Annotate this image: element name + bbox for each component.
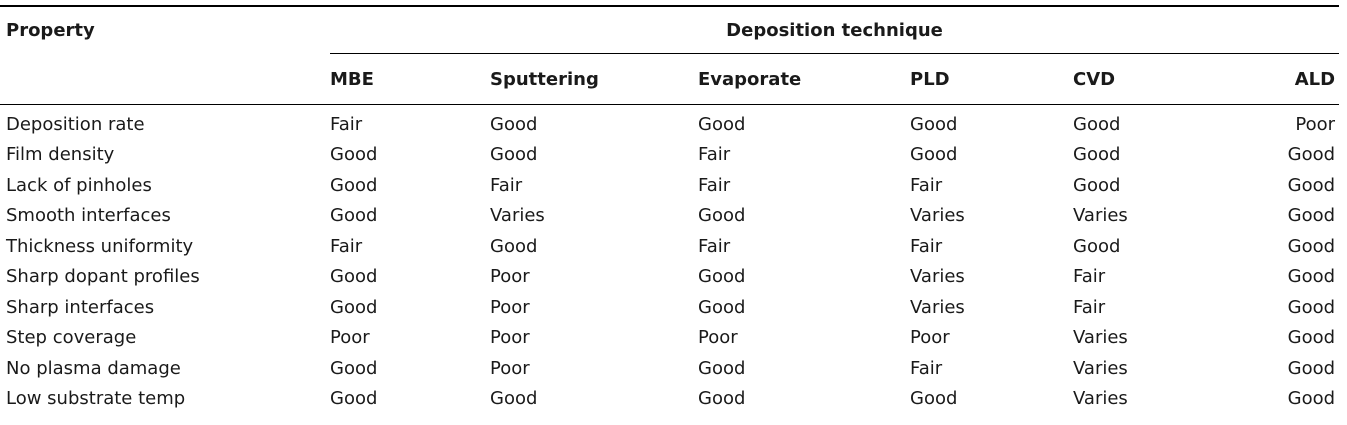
rating-cell: Good [330, 357, 378, 379]
rating-cell: Varies [1073, 327, 1128, 349]
table-row: Sharp interfaces Good Poor Good Varies Fair Go… [0, 292, 1339, 323]
rating-cell: Good [490, 144, 538, 166]
property-cell: Low substrate temp [6, 388, 186, 410]
rating-cell: Poor [698, 327, 738, 349]
rating-cell: Good [330, 174, 378, 196]
table-row: Thickness uniformity Fair Good Fair Fair Good… [0, 231, 1339, 262]
technique-header-pld: PLD [910, 53, 1073, 105]
rating-cell: Poor [1295, 113, 1336, 135]
rating-cell: Good [490, 388, 538, 410]
technique-header-mbe: MBE [330, 53, 490, 105]
rating-cell: Fair [1073, 266, 1106, 288]
rating-cell: Poor [490, 327, 530, 349]
rating-cell: Varies [910, 266, 965, 288]
rating-cell: Poor [330, 327, 370, 349]
rating-cell: Good [698, 357, 746, 379]
rating-cell: Good [330, 388, 378, 410]
rating-cell: Varies [910, 205, 965, 227]
rating-cell: Good [1073, 235, 1121, 257]
table-row: Sharp dopant profiles Good Poor Good Varies F… [0, 262, 1339, 293]
table-row: Low substrate temp Good Good Good Good Varies… [0, 384, 1339, 415]
rating-cell: Good [1073, 113, 1121, 135]
rating-cell: Good [698, 113, 746, 135]
rating-cell: Good [1287, 235, 1336, 257]
rating-cell: Poor [490, 357, 530, 379]
technique-header-cvd: CVD [1073, 53, 1261, 105]
technique-header-evaporate: Evaporate [698, 53, 910, 105]
rating-cell: Good [1287, 174, 1336, 196]
property-cell: Thickness uniformity [6, 235, 194, 257]
rating-cell: Fair [698, 174, 731, 196]
rating-cell: Good [910, 388, 958, 410]
table-row: Deposition rate Fair Good Good Good Good Poor [0, 105, 1339, 140]
rating-cell: Good [490, 235, 538, 257]
property-cell: Lack of pinholes [6, 174, 152, 196]
rating-cell: Varies [1073, 388, 1128, 410]
property-cell: Step coverage [6, 327, 137, 349]
rating-cell: Good [330, 266, 378, 288]
rating-cell: Good [330, 205, 378, 227]
header-row-group: Property Deposition technique [0, 5, 1340, 54]
rating-cell: Poor [910, 327, 950, 349]
property-cell: Smooth interfaces [6, 205, 171, 227]
rating-cell: Fair [698, 144, 731, 166]
table-row: Step coverage Poor Poor Poor Poor Varies Good [0, 323, 1339, 354]
rating-cell: Good [1287, 357, 1336, 379]
technique-header-ald: ALD [1261, 53, 1340, 105]
rating-cell: Good [1287, 296, 1336, 318]
rating-cell: Good [1287, 388, 1336, 410]
rating-cell: Good [1287, 205, 1336, 227]
table-row: Film density Good Good Fair Good Good Good [0, 140, 1339, 171]
rating-cell: Fair [330, 235, 363, 257]
rating-cell: Good [1287, 327, 1336, 349]
rating-cell: Good [1073, 144, 1121, 166]
rating-cell: Fair [910, 235, 943, 257]
rating-cell: Good [330, 296, 378, 318]
rating-cell: Fair [330, 113, 363, 135]
rating-cell: Good [330, 144, 378, 166]
rating-cell: Good [1287, 266, 1336, 288]
header-spacer [0, 53, 330, 105]
rating-cell: Fair [910, 174, 943, 196]
property-cell: Sharp interfaces [6, 296, 155, 318]
rating-cell: Good [1287, 144, 1336, 166]
property-cell: Film density [6, 144, 115, 166]
rating-cell: Varies [910, 296, 965, 318]
rating-cell: Good [698, 388, 746, 410]
property-cell: No plasma damage [6, 357, 181, 379]
table-row: No plasma damage Good Poor Good Fair Varies Go… [0, 353, 1339, 384]
table-row: Lack of pinholes Good Fair Fair Fair Good Good [0, 170, 1339, 201]
deposition-technique-group-header: Deposition technique [330, 5, 1340, 54]
property-column-header: Property [0, 5, 330, 54]
rating-cell: Fair [910, 357, 943, 379]
technique-header-sputtering: Sputtering [490, 53, 698, 105]
table-row: Smooth interfaces Good Varies Good Varies Var… [0, 201, 1339, 232]
rating-cell: Fair [1073, 296, 1106, 318]
rating-cell: Poor [490, 266, 530, 288]
rating-cell: Good [698, 266, 746, 288]
rating-cell: Good [1073, 174, 1121, 196]
rating-cell: Good [698, 296, 746, 318]
property-cell: Sharp dopant profiles [6, 266, 200, 288]
rating-cell: Fair [698, 235, 731, 257]
rating-cell: Good [910, 113, 958, 135]
deposition-technique-table: Property Deposition technique MBE Sputte… [0, 5, 1340, 415]
table-body: Deposition rate Fair Good Good Good Good Poor F… [0, 105, 1339, 415]
property-cell: Deposition rate [6, 113, 145, 135]
rating-cell: Fair [490, 174, 523, 196]
rating-cell: Poor [490, 296, 530, 318]
rating-cell: Varies [490, 205, 545, 227]
rating-cell: Good [490, 113, 538, 135]
rating-cell: Varies [1073, 205, 1128, 227]
rating-cell: Good [910, 144, 958, 166]
table-header: Property Deposition technique MBE Sputte… [0, 5, 1340, 105]
rating-cell: Varies [1073, 357, 1128, 379]
header-row-techniques: MBE Sputtering Evaporate PLD CVD ALD [0, 53, 1340, 105]
rating-cell: Good [698, 205, 746, 227]
